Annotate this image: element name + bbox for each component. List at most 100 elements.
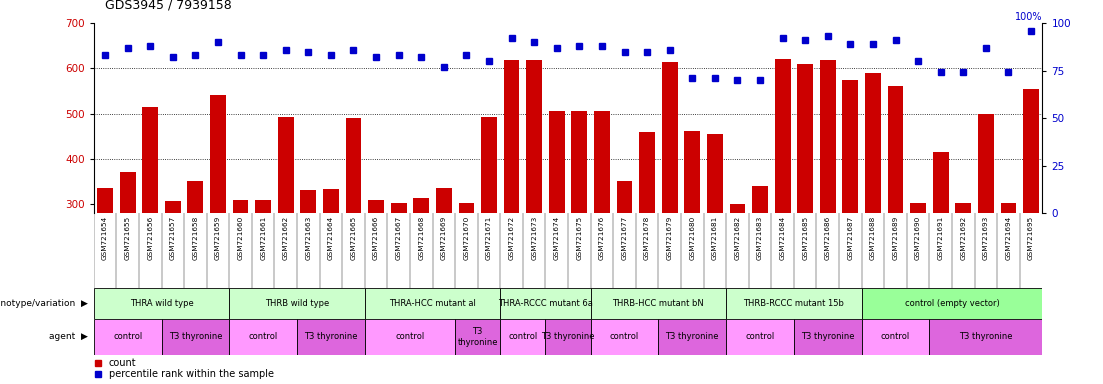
Text: GSM721666: GSM721666 [373, 215, 379, 260]
Text: 100%: 100% [1015, 12, 1042, 22]
Bar [323, 189, 339, 340]
Text: control: control [113, 333, 142, 341]
Text: control (empty vector): control (empty vector) [904, 299, 999, 308]
Bar [345, 118, 362, 340]
Text: GSM721686: GSM721686 [825, 215, 831, 260]
Text: control: control [395, 333, 425, 341]
Bar [865, 73, 881, 340]
Text: GSM721672: GSM721672 [508, 215, 515, 260]
Text: GSM721684: GSM721684 [780, 215, 785, 260]
Bar [595, 111, 610, 340]
Bar [546, 319, 590, 355]
Bar [120, 172, 136, 340]
Bar [188, 180, 203, 340]
Text: GSM721660: GSM721660 [237, 215, 244, 260]
Bar [414, 198, 429, 340]
Bar [436, 188, 452, 340]
Text: GSM721682: GSM721682 [735, 215, 740, 260]
Bar [662, 61, 677, 340]
Text: GSM721670: GSM721670 [463, 215, 470, 260]
Text: T3
thyronine: T3 thyronine [458, 327, 497, 347]
Text: GSM721671: GSM721671 [486, 215, 492, 260]
Text: GSM721656: GSM721656 [147, 215, 153, 260]
Bar [955, 203, 972, 340]
Text: T3 thyronine: T3 thyronine [542, 333, 595, 341]
Bar [300, 190, 317, 340]
Bar [590, 319, 658, 355]
Bar [910, 203, 927, 340]
Bar [165, 201, 181, 340]
Text: GSM721678: GSM721678 [644, 215, 650, 260]
Bar [97, 188, 113, 340]
Text: GSM721676: GSM721676 [599, 215, 604, 260]
Text: GSM721674: GSM721674 [554, 215, 559, 260]
Text: GDS3945 / 7939158: GDS3945 / 7939158 [105, 0, 232, 12]
Bar [390, 203, 407, 340]
Text: GSM721667: GSM721667 [396, 215, 401, 260]
Bar [726, 288, 861, 319]
Text: count: count [109, 358, 137, 368]
Bar [233, 200, 248, 340]
Text: GSM721654: GSM721654 [103, 215, 108, 260]
Text: GSM721689: GSM721689 [892, 215, 899, 260]
Text: GSM721662: GSM721662 [282, 215, 289, 260]
Bar [726, 319, 794, 355]
Bar [752, 186, 768, 340]
Text: THRA-RCCC mutant 6a: THRA-RCCC mutant 6a [499, 299, 593, 308]
Text: GSM721695: GSM721695 [1028, 215, 1034, 260]
Text: percentile rank within the sample: percentile rank within the sample [109, 369, 274, 379]
Text: GSM721690: GSM721690 [915, 215, 921, 260]
Text: GSM721663: GSM721663 [306, 215, 311, 260]
Text: GSM721694: GSM721694 [1006, 215, 1011, 260]
Bar [978, 114, 994, 340]
Text: GSM721668: GSM721668 [418, 215, 425, 260]
Text: T3 thyronine: T3 thyronine [169, 333, 222, 341]
Bar [794, 319, 861, 355]
Bar [481, 117, 496, 340]
Bar [820, 60, 836, 340]
Bar [684, 131, 700, 340]
Bar [861, 288, 1042, 319]
Bar [617, 182, 632, 340]
Text: GSM721675: GSM721675 [577, 215, 582, 260]
Text: T3 thyronine: T3 thyronine [665, 333, 719, 341]
Bar [278, 117, 293, 340]
Bar [549, 111, 565, 340]
Bar [161, 319, 229, 355]
Bar [368, 200, 384, 340]
Text: agent  ▶: agent ▶ [50, 333, 88, 341]
Bar [456, 319, 501, 355]
Bar [210, 96, 226, 340]
Text: T3 thyronine: T3 thyronine [960, 333, 1013, 341]
Bar [1024, 89, 1039, 340]
Bar [501, 288, 590, 319]
Text: GSM721680: GSM721680 [689, 215, 695, 260]
Bar [888, 86, 903, 340]
Bar [297, 319, 365, 355]
Bar [501, 319, 546, 355]
Text: GSM721677: GSM721677 [621, 215, 628, 260]
Text: THRA-HCC mutant al: THRA-HCC mutant al [389, 299, 476, 308]
Text: T3 thyronine: T3 thyronine [801, 333, 855, 341]
Text: control: control [248, 333, 278, 341]
Text: GSM721661: GSM721661 [260, 215, 266, 260]
Bar [797, 64, 813, 340]
Text: GSM721655: GSM721655 [125, 215, 130, 260]
Text: GSM721691: GSM721691 [938, 215, 944, 260]
Text: THRB-RCCC mutant 15b: THRB-RCCC mutant 15b [743, 299, 844, 308]
Bar [729, 204, 746, 340]
Text: GSM721679: GSM721679 [666, 215, 673, 260]
Text: THRB-HCC mutant bN: THRB-HCC mutant bN [612, 299, 704, 308]
Bar [843, 79, 858, 340]
Text: GSM721693: GSM721693 [983, 215, 989, 260]
Text: GSM721665: GSM721665 [351, 215, 356, 260]
Bar [1000, 203, 1016, 340]
Bar [861, 319, 930, 355]
Text: control: control [610, 333, 639, 341]
Text: GSM721687: GSM721687 [847, 215, 854, 260]
Text: control: control [881, 333, 910, 341]
Bar [365, 288, 501, 319]
Text: GSM721692: GSM721692 [961, 215, 966, 260]
Bar [658, 319, 726, 355]
Text: THRB wild type: THRB wild type [265, 299, 329, 308]
